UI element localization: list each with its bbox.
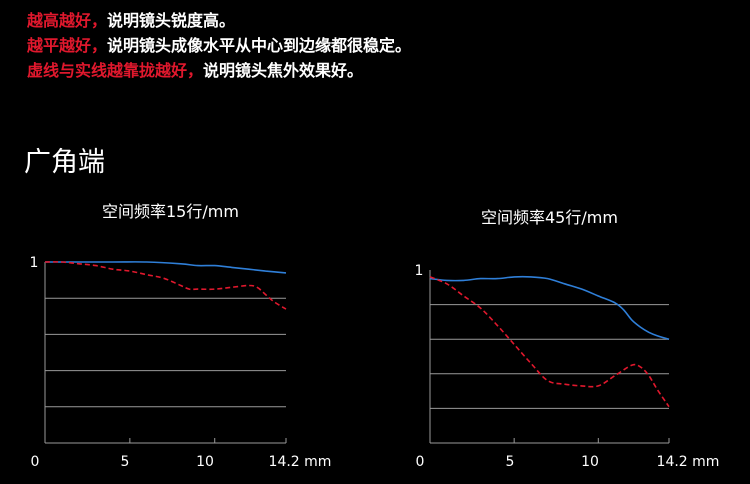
x-tick-label: 0 <box>416 454 425 470</box>
x-tick-label: 14.2 mm <box>269 454 332 470</box>
note-line-3: 虚线与实线越靠拢越好，说明镜头焦外效果好。 <box>27 58 411 83</box>
series-line-solid <box>429 275 670 340</box>
note-line-1: 越高越好，说明镜头锐度高。 <box>27 8 411 33</box>
notes: 越高越好，说明镜头锐度高。 越平越好，说明镜头成像水平从中心到边缘都很稳定。 虚… <box>27 8 411 83</box>
y-tick-label: 1 <box>415 263 424 279</box>
x-tick-label: 10 <box>196 454 214 470</box>
chart-title-45: 空间频率45行/mm <box>481 208 618 227</box>
note-line-2: 越平越好，说明镜头成像水平从中心到边缘都很稳定。 <box>27 33 411 58</box>
note-highlight: 越平越好， <box>27 36 108 55</box>
series-line-dashed <box>429 276 670 408</box>
series-line-solid <box>45 261 287 274</box>
note-highlight: 虚线与实线越靠拢越好， <box>27 61 204 80</box>
x-tick-label: 10 <box>581 454 599 470</box>
x-tick-label: 14.2 mm <box>657 454 720 470</box>
section-title: 广角端 <box>24 147 105 178</box>
y-tick-label: 1 <box>30 255 39 271</box>
note-highlight: 越高越好， <box>27 11 108 30</box>
x-tick-label: 5 <box>121 454 130 470</box>
note-text: 说明镜头锐度高。 <box>107 11 236 30</box>
chart-title-15: 空间频率15行/mm <box>102 202 239 221</box>
series-line-dashed <box>44 261 287 310</box>
note-text: 说明镜头焦外效果好。 <box>203 61 364 80</box>
note-text: 说明镜头成像水平从中心到边缘都很稳定。 <box>107 36 412 55</box>
x-tick-label: 5 <box>506 454 515 470</box>
x-tick-label: 0 <box>31 454 40 470</box>
